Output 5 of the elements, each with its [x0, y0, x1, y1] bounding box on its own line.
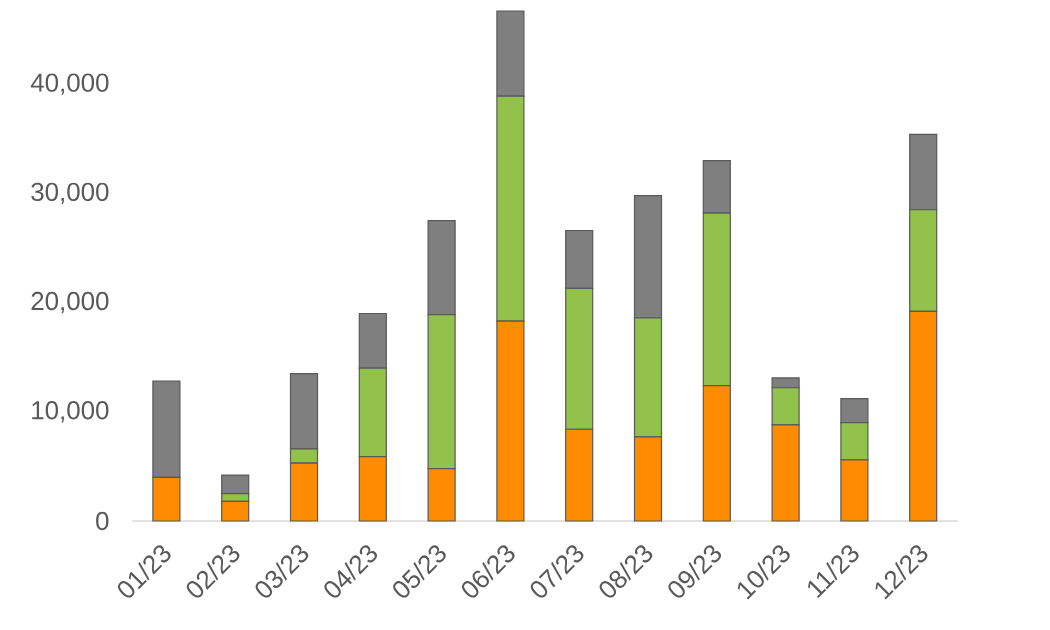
y-tick-label: 10,000 — [32, 401, 109, 423]
y-tick-label: 0 — [96, 511, 109, 531]
y-tick-label: 20,000 — [31, 291, 109, 314]
y-tick-label: 30,000 — [31, 182, 109, 205]
y-tick-label: 40,000 — [30, 73, 109, 95]
